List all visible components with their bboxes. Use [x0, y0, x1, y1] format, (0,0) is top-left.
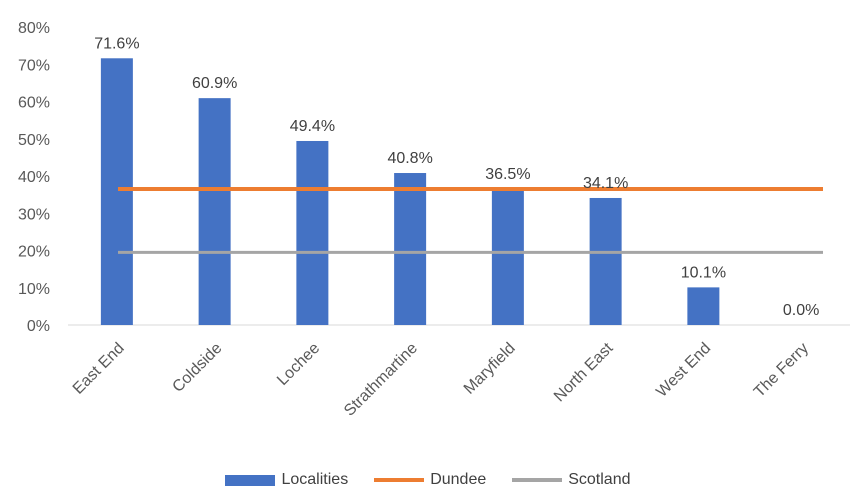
bar [491, 189, 524, 325]
x-category-label: West End [653, 340, 714, 401]
x-category-label: Lochee [274, 340, 323, 389]
legend-item-dundee: Dundee [374, 471, 486, 489]
legend: Localities Dundee Scotland [0, 468, 856, 492]
x-category-label: Coldside [169, 340, 225, 396]
legend-item-scotland: Scotland [512, 471, 631, 489]
y-tick-label: 30% [18, 206, 50, 223]
bar [589, 197, 622, 325]
y-tick-label: 20% [18, 244, 50, 261]
y-tick-label: 10% [18, 281, 50, 298]
x-category-label: The Ferry [751, 340, 812, 401]
x-category-label: Maryfield [461, 340, 519, 398]
data-label: 10.1% [681, 264, 726, 281]
legend-swatch-dundee [374, 478, 425, 482]
bar [296, 140, 329, 325]
data-label: 0.0% [783, 302, 819, 319]
x-category-label: Strathmartine [341, 340, 421, 420]
legend-swatch-localities [225, 474, 276, 486]
y-tick-label: 0% [27, 318, 50, 335]
legend-label-scotland: Scotland [568, 471, 631, 488]
legend-label-localities: Localities [281, 471, 349, 488]
data-label: 71.6% [94, 35, 139, 52]
x-category-label: East End [70, 340, 128, 398]
bar [687, 287, 720, 325]
legend-label-dundee: Dundee [430, 471, 487, 488]
legend-item-localities: Localities [225, 471, 348, 489]
y-tick-label: 50% [18, 132, 50, 149]
data-label: 49.4% [290, 118, 335, 135]
y-tick-label: 40% [18, 169, 50, 186]
y-tick-label: 70% [18, 57, 50, 74]
bar [394, 173, 427, 325]
data-label: 34.1% [583, 175, 628, 192]
data-label: 36.5% [485, 166, 530, 183]
y-tick-label: 60% [18, 95, 50, 112]
bar-chart: 0% 10% 20% 30% 40% 50% 60% 70% 80% 71.6% 60.9% 49.4… [18, 20, 850, 420]
data-label: 60.9% [192, 75, 237, 92]
y-tick-label: 80% [18, 20, 50, 37]
bar [198, 98, 231, 326]
data-label: 40.8% [387, 150, 432, 167]
legend-swatch-scotland [512, 478, 563, 482]
x-category-label: North East [551, 339, 617, 405]
bar [100, 58, 133, 325]
